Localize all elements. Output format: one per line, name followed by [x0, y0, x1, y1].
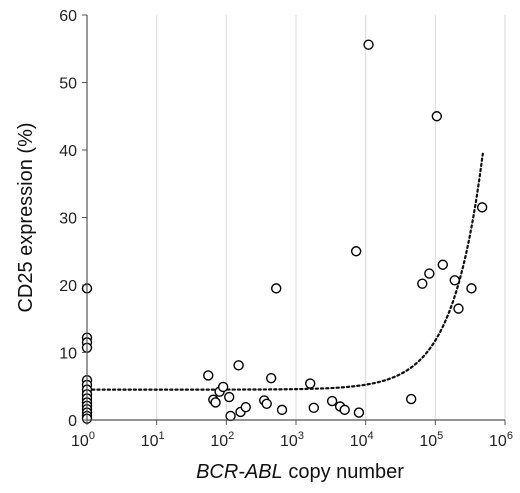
data-point: [417, 278, 428, 289]
x-tick-label: 104: [350, 430, 374, 450]
data-point: [353, 407, 365, 418]
data-point: [350, 246, 362, 257]
x-tick-label-base: 10: [210, 433, 228, 450]
data-point: [466, 283, 477, 294]
data-point: [305, 378, 316, 389]
y-tick-label: 30: [59, 211, 77, 228]
x-tick-label-exponent: 4: [368, 430, 374, 442]
y-axis-title: CD25 expression (%): [15, 122, 37, 312]
x-tick-label: 101: [141, 430, 165, 450]
data-point: [276, 404, 288, 416]
y-tick-label: 40: [59, 143, 77, 160]
data-point: [203, 370, 214, 381]
data-point: [437, 259, 449, 270]
trendline-layer: [85, 152, 484, 391]
data-point: [210, 397, 221, 408]
x-tick-label-base: 10: [350, 433, 368, 450]
x-axis-title-rest: copy number: [283, 461, 405, 483]
axes: [82, 14, 506, 425]
x-tick-label-base: 10: [419, 433, 437, 450]
data-point: [224, 391, 235, 403]
data-point: [453, 303, 464, 314]
x-tick-label-base: 10: [280, 433, 298, 450]
data-point: [449, 275, 460, 286]
x-tick-label-exponent: 0: [89, 430, 95, 442]
data-point: [225, 410, 236, 422]
data-point: [217, 381, 229, 393]
x-tick-label-exponent: 2: [228, 430, 234, 442]
x-tick-label: 100: [71, 430, 95, 450]
data-point: [233, 360, 244, 371]
y-tick-label: 10: [59, 346, 77, 363]
trendline: [85, 152, 484, 391]
y-tick-label: 60: [59, 8, 77, 25]
data-point: [308, 402, 319, 414]
data-point: [265, 372, 277, 384]
x-tick-label: 102: [210, 430, 234, 450]
data-point: [476, 202, 488, 213]
y-tick-label: 0: [68, 413, 77, 430]
data-point: [424, 268, 435, 279]
y-tick-label: 50: [59, 76, 77, 93]
x-tick-label-base: 10: [489, 433, 507, 450]
data-point: [363, 39, 374, 50]
data-points: [81, 39, 488, 424]
x-tick-label-base: 10: [71, 433, 89, 450]
x-tick-label-exponent: 5: [437, 430, 443, 442]
y-tick-label: 20: [59, 278, 77, 295]
x-tick-label-base: 10: [141, 433, 159, 450]
data-point: [271, 283, 282, 294]
x-tick-label: 103: [280, 430, 304, 450]
x-axis-title-italic: BCR-ABL: [196, 461, 283, 483]
x-tick-label-exponent: 3: [298, 430, 304, 442]
x-tick-label: 105: [419, 430, 443, 450]
x-axis-title: BCR-ABL copy number: [196, 461, 404, 483]
data-point: [431, 111, 443, 122]
grid-lines: [156, 15, 506, 420]
data-point: [261, 398, 272, 409]
x-tick-label: 106: [489, 430, 513, 450]
data-point: [339, 404, 350, 416]
data-point: [326, 395, 338, 407]
x-tick-label-exponent: 6: [507, 430, 513, 442]
data-point: [405, 393, 417, 405]
x-tick-label-exponent: 1: [159, 430, 165, 442]
data-point: [240, 401, 251, 413]
